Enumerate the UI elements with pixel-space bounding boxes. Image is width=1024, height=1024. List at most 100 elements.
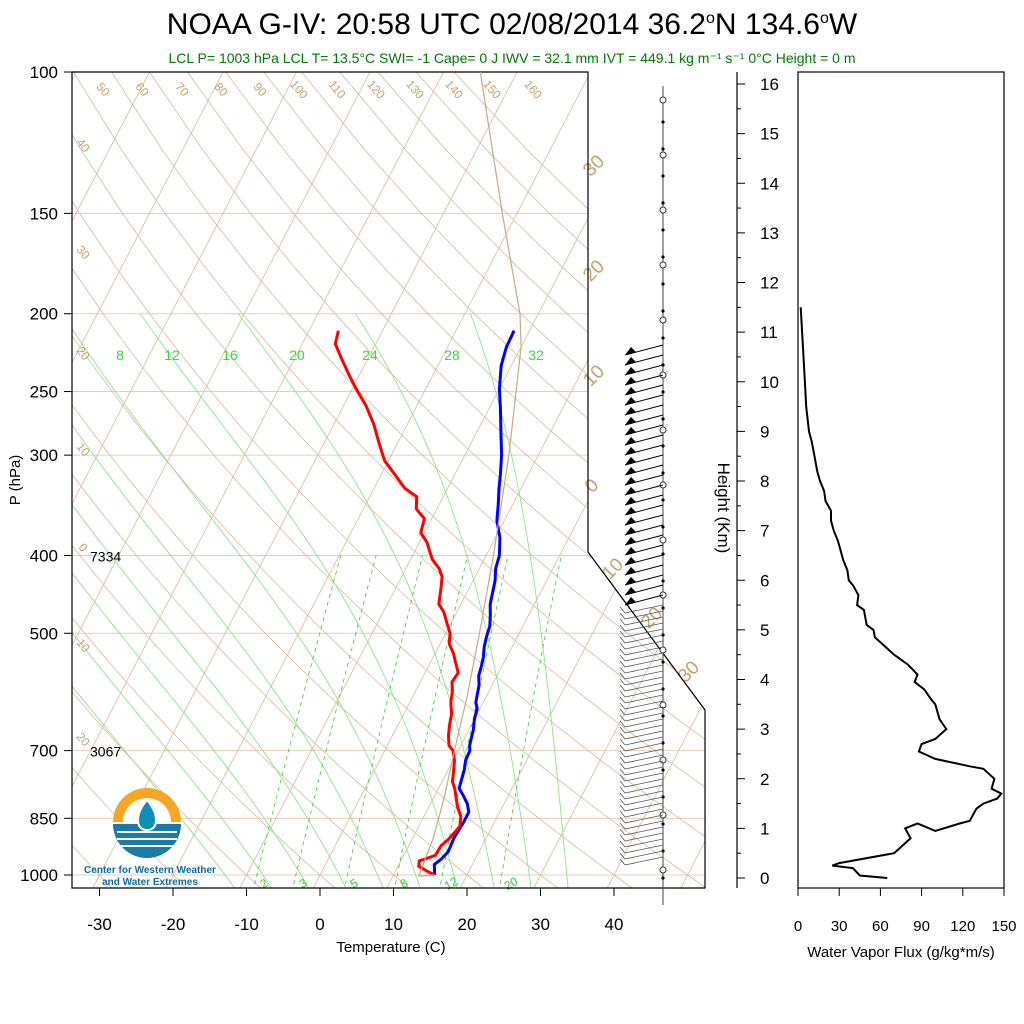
barb-point	[661, 471, 665, 475]
wind-barb-feather	[619, 630, 626, 638]
dry-adiabat-110	[187, 72, 705, 888]
dry-adiabat-120	[225, 72, 705, 888]
barb-calm-marker	[659, 426, 667, 434]
wind-barb-lower	[624, 604, 664, 614]
wind-barb-upper	[624, 344, 664, 356]
wind-barb-upper	[624, 464, 664, 476]
wind-barb-pennant	[625, 537, 636, 545]
barb-point	[661, 174, 665, 178]
isotherm--20	[163, 72, 591, 888]
wind-barb-feather	[619, 648, 626, 656]
lower-mixing-label-3: 3	[297, 876, 310, 892]
wind-barb-feather	[619, 666, 626, 674]
y-tick-label-700: 700	[30, 742, 58, 761]
wind-barb-feather	[619, 606, 626, 614]
series-line-dewpoint	[333, 330, 463, 877]
wind-barb-upper	[624, 534, 664, 546]
wind-barb-feather	[619, 624, 626, 632]
wind-barb-upper	[624, 554, 664, 566]
wind-barb-pennant	[625, 587, 636, 595]
dry-adiabat-40	[72, 72, 638, 888]
barb-point	[661, 228, 665, 232]
wind-barb-lower	[624, 742, 664, 752]
barb-calm-marker	[659, 96, 667, 104]
isotherm-40	[604, 72, 705, 888]
wind-barb-upper	[624, 374, 664, 386]
wind-barb-pennant	[625, 467, 636, 475]
moist-adiabat-25	[238, 313, 496, 888]
wind-barb-feather	[619, 678, 626, 686]
wind-barb-pennant	[625, 577, 636, 585]
wind-barb-feather	[619, 780, 626, 788]
wind-barb-feather	[619, 792, 626, 800]
wind-barb-lower	[624, 832, 664, 842]
wind-barb-feather	[619, 612, 626, 620]
y-tick-label-200: 200	[30, 305, 58, 324]
barb-point	[661, 768, 665, 772]
wind-barb-lower	[624, 622, 664, 632]
wind-barb-feather	[619, 858, 626, 866]
mixing-ratio-label-12: 12	[164, 347, 180, 363]
wind-barb-lower	[624, 712, 664, 722]
dry-adiabat-130	[263, 72, 705, 888]
wind-barb-feather	[619, 720, 626, 728]
height-tick-label-8: 8	[760, 472, 769, 491]
wind-barb-pennant	[625, 507, 636, 515]
wind-barb-feather	[619, 702, 626, 710]
barb-point	[661, 336, 665, 340]
wind-barb-upper	[624, 504, 664, 516]
wind-barb-upper	[624, 474, 664, 486]
wind-barb-lower	[624, 646, 664, 656]
height-annotations: 7334 3067	[90, 548, 121, 759]
mixing-ratio-label-32: 32	[528, 347, 544, 363]
barb-calm-marker	[659, 866, 667, 874]
wind-barb-feather	[619, 834, 626, 842]
wind-barb-pennant	[625, 517, 636, 525]
height-annotation-7334: 7334	[90, 548, 121, 564]
wvf-x-tick-label-0: 0	[794, 918, 802, 935]
wind-barb-feather	[619, 846, 626, 854]
wind-barb-pennant	[625, 567, 636, 575]
wind-barb-upper	[624, 424, 664, 436]
wind-barb-feather	[619, 654, 626, 662]
wind-barb-upper	[624, 454, 664, 466]
height-tick-label-2: 2	[760, 770, 769, 789]
wind-barb-lower	[624, 796, 664, 806]
y-tick-label-150: 150	[30, 204, 58, 223]
moist-adiabat-5	[72, 313, 349, 888]
wind-barb-upper	[624, 494, 664, 506]
lower-mixing-label-12: 12	[442, 874, 461, 893]
wind-barb-lower	[624, 748, 664, 758]
wind-barb-feather	[619, 618, 626, 626]
dry-adiabat-100	[149, 72, 705, 888]
wind-barb-upper	[624, 484, 664, 496]
wind-barb-pennant	[625, 377, 636, 385]
y-tick-label-250: 250	[30, 383, 58, 402]
dry-adiabat-label-70: 70	[172, 80, 192, 99]
wvf-x-tick-label-60: 60	[872, 918, 889, 935]
wind-barb-lower	[624, 790, 664, 800]
x-tick-label-20: 20	[458, 915, 477, 934]
dry-adiabat-label-160: 160	[521, 77, 545, 102]
barb-calm-marker	[659, 316, 667, 324]
wvf-frame	[797, 71, 1005, 889]
x-tick-label--30: -30	[87, 915, 112, 934]
wind-barb-lower	[624, 802, 664, 812]
dry-adiabat-label-120: 120	[364, 77, 388, 102]
wind-barb-feather	[619, 732, 626, 740]
wind-barb-lower	[624, 766, 664, 776]
x-tick-label-10: 10	[384, 915, 403, 934]
height-tick-label-11: 11	[760, 323, 778, 342]
wind-barb-lower	[624, 616, 664, 626]
y-tick-label-100: 100	[30, 63, 58, 82]
wind-barb-feather	[619, 738, 626, 746]
barb-point	[661, 282, 665, 286]
barb-point	[661, 255, 665, 259]
wind-barb-upper	[624, 414, 664, 426]
logo-line-2: and Water Extremes	[102, 877, 198, 888]
wind-barb-pennant	[625, 367, 636, 375]
height-tick-label-4: 4	[760, 671, 769, 690]
right-isotherm-label-4: 10	[598, 554, 628, 584]
